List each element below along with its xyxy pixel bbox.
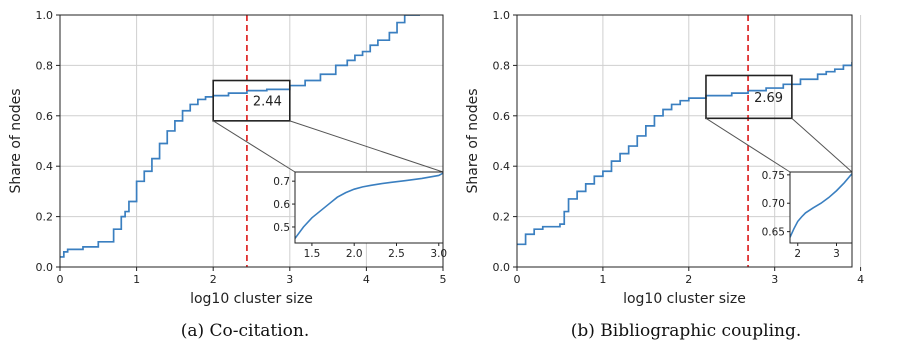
y-axis-label: Share of nodes	[465, 88, 481, 193]
x-tick-label: 5	[440, 273, 447, 286]
x-tick-label: 3	[286, 273, 293, 286]
figure-caption: (b) Bibliographic coupling.	[571, 321, 802, 341]
x-axis-label: log10 cluster size	[190, 291, 313, 307]
x-tick-label: 0	[514, 273, 521, 286]
zoom-box	[705, 74, 793, 120]
y-tick-label: 1.0	[36, 9, 54, 22]
inset-line	[790, 173, 852, 238]
inset-y-tick-label: 0.7	[273, 176, 290, 188]
x-tick-label: 2	[210, 273, 217, 286]
x-tick-label: 2	[685, 273, 692, 286]
inset-frame	[294, 171, 444, 244]
inset-y-tick-label: 0.75	[762, 170, 785, 182]
inset-background	[790, 172, 852, 243]
x-tick-label: 1	[133, 273, 140, 286]
connector-line	[791, 117, 853, 173]
inset-y-tick-label: 0.70	[762, 198, 785, 210]
x-tick-label: 4	[363, 273, 370, 286]
x-tick-label: 3	[771, 273, 778, 286]
y-tick-label: 0.4	[36, 160, 54, 173]
threshold-label: 2.69	[754, 91, 783, 106]
inset-x-tick-label: 3.0	[430, 248, 447, 260]
inset-y-tick-label: 0.65	[762, 227, 785, 239]
inset-frame	[789, 171, 853, 244]
cumulative-share-line	[517, 62, 852, 246]
y-tick-label: 0.8	[493, 59, 511, 72]
inset-x-tick-label: 1.5	[304, 248, 321, 260]
inset-background	[295, 172, 443, 243]
y-tick-label: 0.8	[36, 59, 54, 72]
y-tick-label: 0.2	[36, 211, 54, 224]
inset-x-tick-label: 3	[833, 248, 840, 260]
y-tick-label: 0.0	[493, 261, 511, 274]
chart-bibliographic-coupling: 2.69 0 1 2 3 4 0.0 0.2 0.4 0.6 0.8 1.0 log10 cluster…	[465, 9, 864, 341]
x-tick-label: 4	[857, 273, 864, 286]
y-tick-label: 0.6	[36, 110, 54, 123]
chart-co-citation: 2.44 0 1 2 3 4 5 0.0 0.2 0.4 0.6 0.8 1.0 log10 cluste…	[8, 9, 447, 341]
inset-line	[295, 172, 443, 239]
threshold-label: 2.44	[253, 95, 282, 110]
y-tick-label: 0.6	[493, 110, 511, 123]
figure-caption: (a) Co-citation.	[181, 321, 310, 341]
y-axis-label: Share of nodes	[8, 88, 24, 193]
zoom-box	[212, 79, 291, 122]
connector-line	[705, 117, 791, 173]
y-tick-label: 0.4	[493, 160, 511, 173]
plot-frame	[516, 14, 853, 268]
x-tick-label: 0	[57, 273, 64, 286]
inset-x-tick-label: 2.0	[346, 248, 363, 260]
y-tick-label: 1.0	[493, 9, 511, 22]
inset-x-tick-label: 2.5	[388, 248, 405, 260]
cumulative-share-line	[60, 15, 421, 258]
x-tick-label: 1	[599, 273, 606, 286]
y-tick-label: 0.0	[36, 261, 54, 274]
inset-x-tick-label: 2	[794, 248, 801, 260]
connector-line	[289, 120, 444, 173]
plot-frame	[59, 14, 444, 268]
inset-y-tick-label: 0.6	[273, 199, 290, 211]
x-axis-label: log10 cluster size	[623, 291, 746, 307]
inset-y-tick-label: 0.5	[273, 222, 290, 234]
y-tick-label: 0.2	[493, 211, 511, 224]
connector-line	[212, 120, 296, 173]
